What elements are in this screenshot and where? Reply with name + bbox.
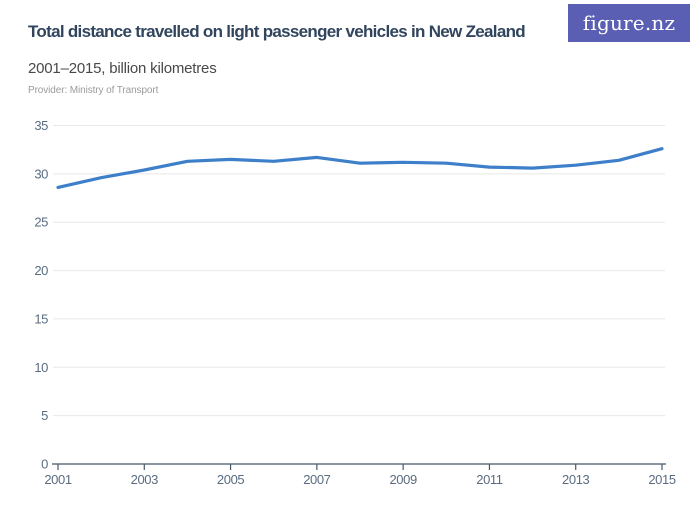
- x-axis-tick-label: 2001: [44, 472, 71, 487]
- x-axis-tick-label: 2003: [131, 472, 158, 487]
- x-axis-tick-label: 2007: [303, 472, 330, 487]
- y-axis-tick-label: 35: [34, 118, 48, 133]
- y-axis-tick-label: 10: [34, 360, 48, 375]
- x-axis-tick-label: 2015: [648, 472, 675, 487]
- figure-nz-logo-text: figure.nz: [582, 11, 676, 35]
- y-axis-tick-label: 5: [41, 408, 48, 423]
- y-axis-tick-label: 30: [34, 166, 48, 181]
- x-axis-tick-label: 2009: [389, 472, 416, 487]
- chart-title: Total distance travelled on light passen…: [28, 22, 526, 41]
- y-axis-tick-label: 25: [34, 215, 48, 230]
- figure-nz-logo[interactable]: figure.nz: [568, 4, 690, 42]
- x-axis-tick-label: 2011: [476, 472, 503, 487]
- y-axis-tick-label: 15: [34, 311, 48, 326]
- chart-provider: Provider: Ministry of Transport: [28, 85, 159, 96]
- x-axis-tick-label: 2005: [217, 472, 244, 487]
- x-axis-tick-label: 2013: [562, 472, 589, 487]
- data-line-series: [56, 147, 664, 189]
- y-axis-tick-label: 0: [41, 457, 48, 472]
- y-axis-tick-label: 20: [34, 263, 48, 278]
- chart-subtitle: 2001–2015, billion kilometres: [28, 60, 217, 77]
